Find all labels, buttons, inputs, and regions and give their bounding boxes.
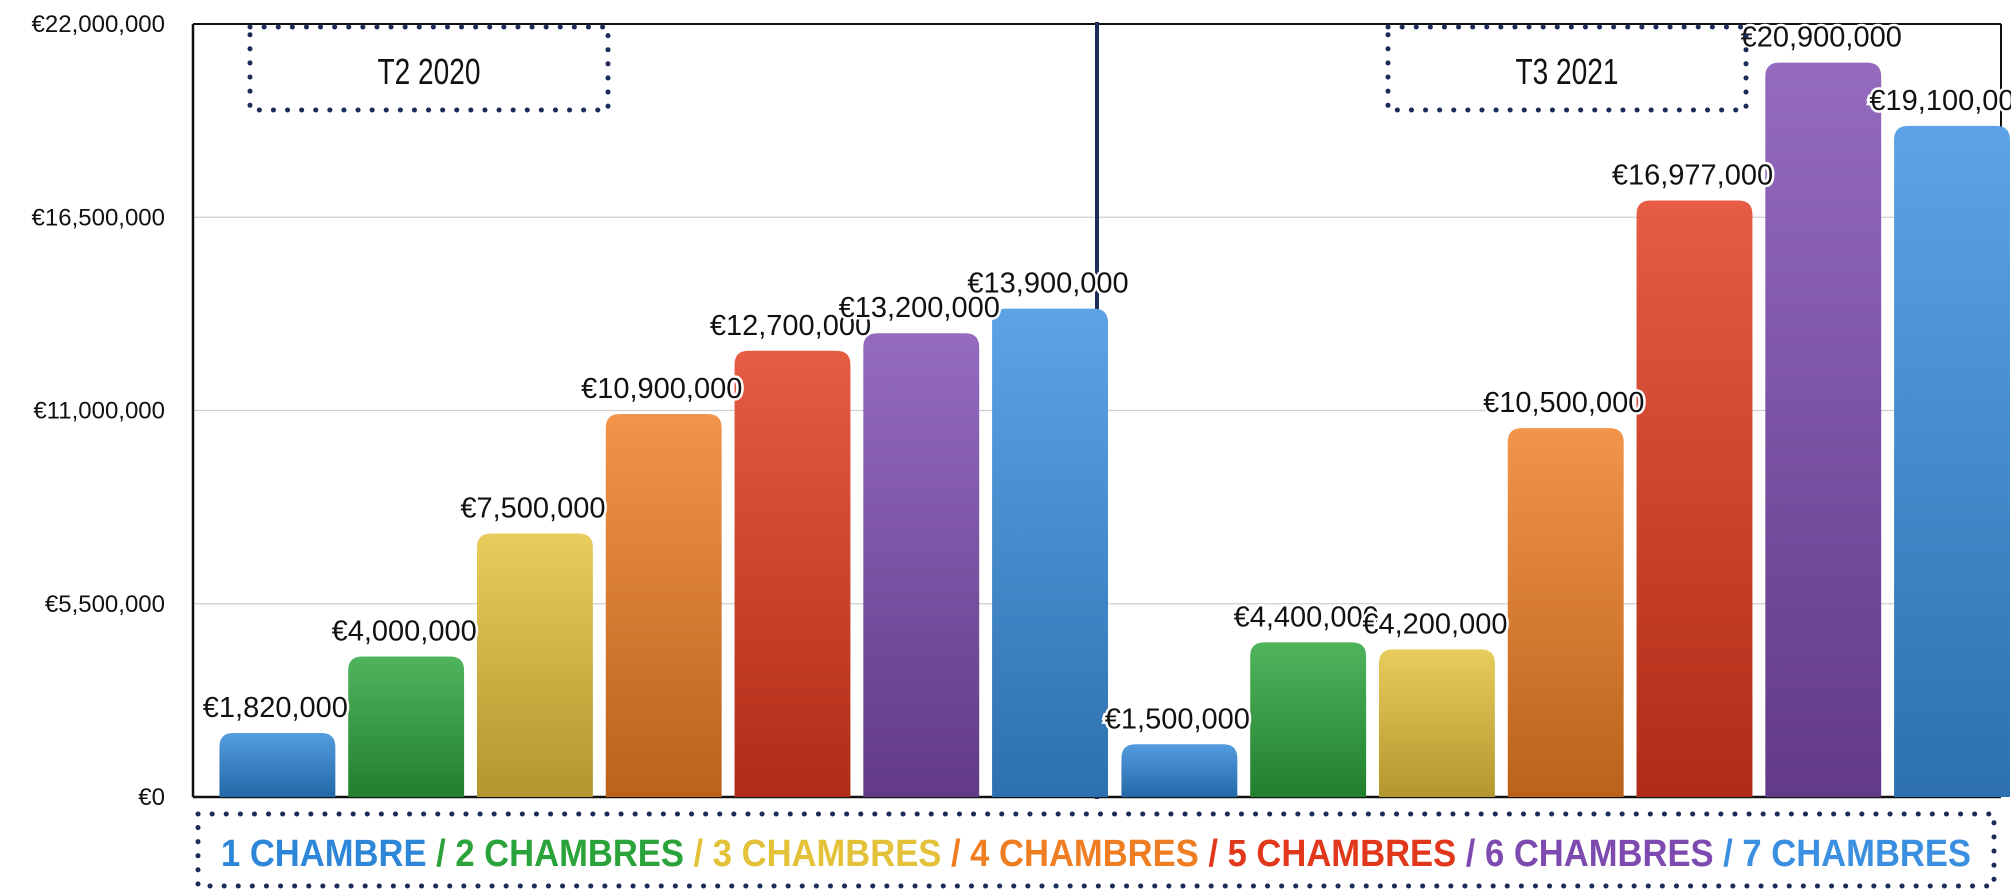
value-label-0-6: €13,900,000 xyxy=(967,268,1128,300)
value-label-0-5: €13,200,000 xyxy=(839,292,1000,324)
value-label-1-3: €10,500,000 xyxy=(1483,387,1644,419)
legend-item: 4 CHAMBRES xyxy=(970,833,1199,875)
bar-0-1 xyxy=(348,656,465,797)
value-label-0-1: €4,000,000 xyxy=(332,615,477,647)
value-label-0-4: €12,700,000 xyxy=(710,310,871,342)
bar-0-0 xyxy=(219,733,336,797)
value-label-1-2: €4,200,000 xyxy=(1362,608,1507,640)
y-tick-label: €22,000,000 xyxy=(32,11,165,38)
bar-1-3 xyxy=(1507,428,1624,797)
value-labels: €1,820,000 €4,000,000 €7,500,000 €10,900,00… xyxy=(200,19,2011,738)
legend-item: 1 CHAMBRE xyxy=(221,833,427,875)
value-label-0-3: €10,900,000 xyxy=(581,373,742,405)
bar-0-5 xyxy=(863,333,980,797)
value-label-1-1: €4,400,000 xyxy=(1234,601,1379,633)
value-label-0-0: €1,820,000 xyxy=(203,692,348,724)
value-label-1-0: €1,500,000 xyxy=(1105,703,1250,735)
bar-0-4 xyxy=(734,350,851,797)
legend-separator: / xyxy=(1456,833,1485,875)
legend-separator: / xyxy=(1199,833,1228,875)
panel-labels: T2 2020 T3 2021 xyxy=(247,24,1749,113)
value-label-0-2: €7,500,000 xyxy=(460,492,605,524)
panel-label-box xyxy=(247,24,611,113)
legend-item: 6 CHAMBRES xyxy=(1485,833,1714,875)
bars xyxy=(219,62,2010,798)
y-tick-label: €16,500,000 xyxy=(32,204,165,231)
legend-separator: / xyxy=(941,833,970,875)
bar-1-5 xyxy=(1765,62,1882,797)
legend-item: 5 CHAMBRES xyxy=(1228,833,1457,875)
legend-separator: / xyxy=(1714,833,1743,875)
legend-separator: / xyxy=(427,833,456,875)
y-tick-label: €5,500,000 xyxy=(45,591,165,618)
panel-label: T3 2021 xyxy=(1516,52,1619,92)
bar-0-3 xyxy=(605,414,722,797)
bar-0-2 xyxy=(476,533,593,797)
bar-1-0 xyxy=(1121,744,1238,797)
legend: 1 CHAMBRE / 2 CHAMBRES / 3 CHAMBRES / 4 … xyxy=(195,811,1997,889)
value-label-1-4: €16,977,000 xyxy=(1612,159,1773,191)
bar-1-1 xyxy=(1250,642,1367,797)
legend-entries: 1 CHAMBRE / 2 CHAMBRES / 3 CHAMBRES / 4 … xyxy=(221,833,1971,875)
bar-0-6 xyxy=(992,308,1108,797)
value-label-1-5: €20,900,000 xyxy=(1741,22,1902,54)
legend-item: 2 CHAMBRES xyxy=(455,833,684,875)
bar-1-2 xyxy=(1378,649,1495,797)
legend-box xyxy=(195,811,1997,889)
bar-1-4 xyxy=(1636,200,1753,797)
legend-separator: / xyxy=(684,833,713,875)
y-tick-label: €11,000,000 xyxy=(33,398,165,425)
legend-item: 3 CHAMBRES xyxy=(713,833,942,875)
bar-1-6 xyxy=(1894,125,2010,798)
panel-label: T2 2020 xyxy=(378,52,481,92)
legend-item: 7 CHAMBRES xyxy=(1742,833,1971,875)
y-tick-label: €0 xyxy=(138,784,165,811)
value-label-1-6: €19,100,000 xyxy=(1869,85,2011,117)
panel-label-box xyxy=(1385,24,1749,113)
